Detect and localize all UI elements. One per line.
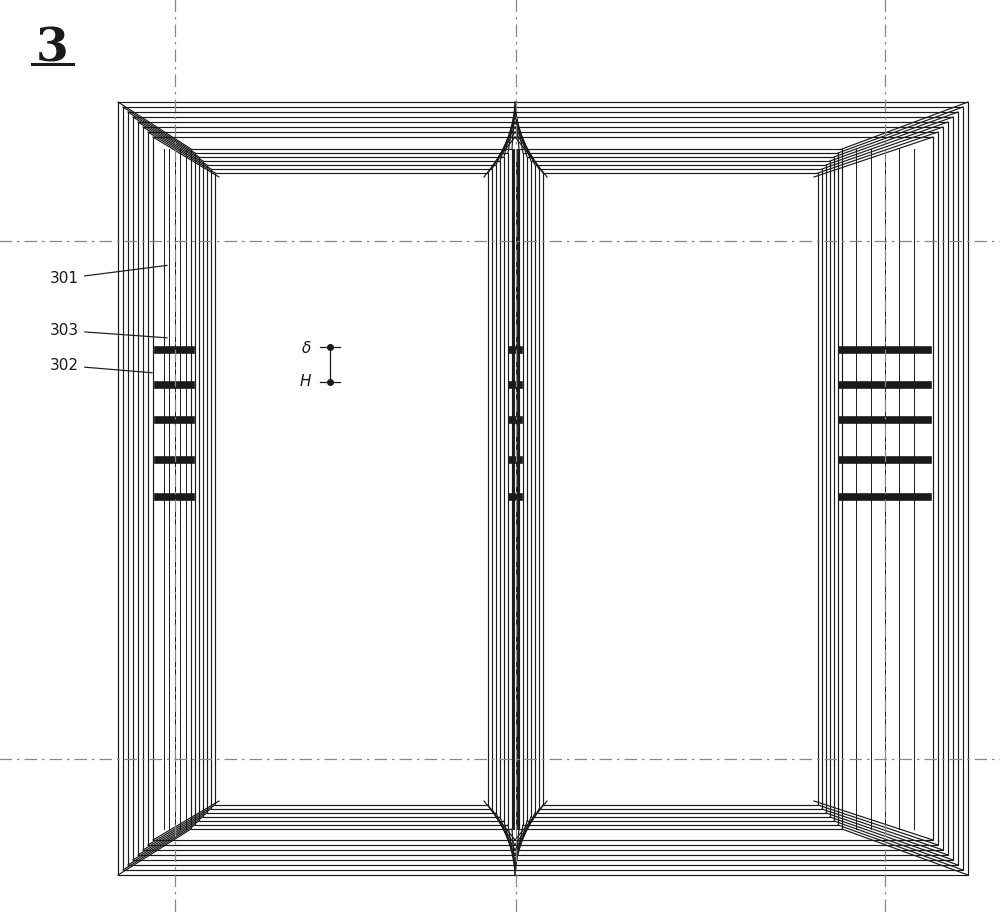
Text: 302: 302 — [50, 358, 152, 373]
Text: $\delta$: $\delta$ — [301, 340, 312, 356]
Bar — [215, 173, 488, 805]
Bar — [203, 161, 500, 817]
Bar — [519, 149, 842, 829]
Bar — [143, 127, 943, 850]
Text: 301: 301 — [50, 266, 167, 286]
Bar — [138, 122, 948, 855]
Bar — [543, 173, 818, 805]
Bar — [195, 153, 508, 825]
Bar — [207, 165, 496, 813]
Bar — [191, 149, 512, 829]
Text: 303: 303 — [50, 323, 167, 338]
Bar — [133, 117, 953, 860]
Text: 3: 3 — [36, 25, 68, 71]
Bar — [527, 157, 834, 821]
Bar — [148, 132, 938, 845]
Bar — [128, 112, 958, 865]
Bar — [539, 169, 822, 809]
Bar — [123, 107, 963, 870]
Bar — [199, 157, 504, 821]
Bar — [153, 137, 933, 840]
Bar — [535, 165, 826, 813]
Text: $H$: $H$ — [299, 373, 312, 389]
Bar — [118, 102, 968, 875]
Bar — [211, 169, 492, 809]
Bar — [523, 153, 838, 825]
Bar — [531, 161, 830, 817]
